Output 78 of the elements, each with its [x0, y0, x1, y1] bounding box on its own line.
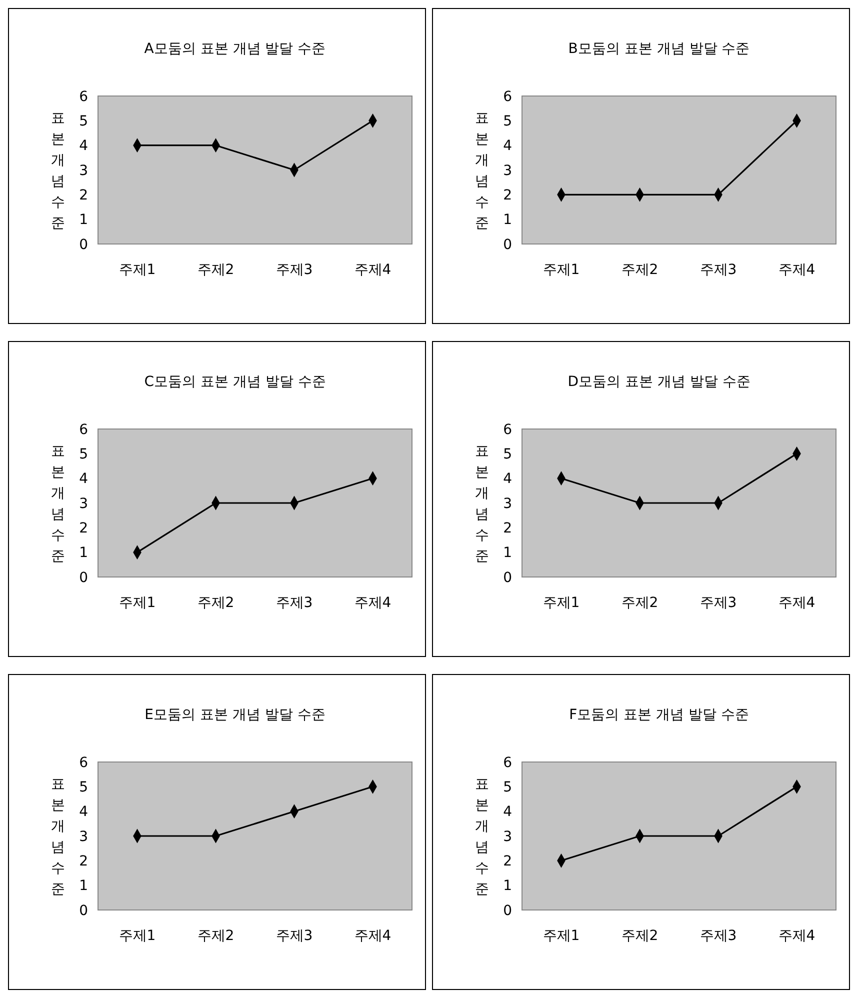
y-tick-label: 5 [503, 780, 512, 796]
y-tick-label: 2 [79, 854, 88, 870]
x-tick-label: 주제1 [542, 595, 580, 611]
y-tick-label: 6 [79, 422, 88, 438]
y-tick-label: 5 [503, 446, 512, 463]
y-axis-title: 표본개념수준 [51, 443, 65, 564]
chart-title: D모둠의 표본 개념 발달 수준 [568, 374, 750, 390]
y-tick-label: 6 [503, 88, 512, 105]
y-tick-label: 6 [503, 422, 512, 438]
x-tick-label: 주제2 [621, 262, 658, 278]
y-tick-label: 0 [79, 570, 88, 586]
y-tick-label: 1 [503, 545, 512, 562]
y-tick-label: 3 [79, 828, 88, 845]
chart-title: F모둠의 표본 개념 발달 수준 [569, 707, 749, 723]
x-tick-label: 주제2 [197, 928, 234, 944]
y-tick-label: 1 [79, 545, 88, 562]
x-tick-label: 주제4 [354, 928, 392, 944]
x-tick-label: 주제2 [621, 928, 658, 944]
y-tick-label: 3 [79, 162, 88, 179]
x-tick-label: 주제4 [778, 262, 816, 278]
y-tick-label: 2 [503, 854, 512, 870]
x-tick-label: 주제2 [197, 262, 234, 278]
y-axis-title: 표본개념수준 [475, 776, 489, 898]
chart-title: A모둠의 표본 개념 발달 수준 [144, 41, 326, 57]
y-axis-title: 표본개념수준 [475, 110, 489, 232]
y-tick-label: 1 [79, 878, 88, 894]
y-tick-label: 1 [503, 212, 512, 228]
x-tick-label: 주제1 [542, 262, 580, 278]
y-tick-label: 4 [79, 471, 88, 488]
y-tick-label: 6 [503, 754, 512, 771]
y-tick-label: 2 [503, 520, 512, 537]
x-tick-label: 주제4 [354, 595, 392, 611]
x-tick-label: 주제4 [778, 595, 816, 611]
y-tick-label: 5 [79, 780, 88, 796]
y-tick-label: 4 [503, 138, 512, 154]
y-tick-label: 3 [503, 828, 512, 845]
x-tick-label: 주제4 [354, 262, 392, 278]
y-axis-title: 표본개념수준 [475, 443, 489, 564]
y-tick-label: 2 [503, 188, 512, 204]
y-tick-label: 4 [503, 471, 512, 488]
x-tick-label: 주제1 [118, 595, 156, 611]
x-tick-label: 주제2 [197, 595, 234, 611]
y-tick-label: 2 [79, 520, 88, 537]
y-tick-label: 3 [503, 496, 512, 512]
y-tick-label: 0 [503, 236, 512, 253]
y-axis-title: 표본개념수준 [51, 776, 65, 898]
y-tick-label: 3 [503, 162, 512, 179]
x-tick-label: 주제3 [700, 595, 737, 611]
y-tick-label: 5 [79, 114, 88, 130]
y-tick-label: 0 [503, 570, 512, 586]
y-tick-label: 2 [79, 188, 88, 204]
y-tick-label: 0 [503, 902, 512, 919]
y-tick-label: 4 [79, 804, 88, 820]
y-tick-label: 6 [79, 88, 88, 105]
y-tick-label: 4 [503, 804, 512, 820]
chart-title: B모둠의 표본 개념 발달 수준 [568, 41, 750, 57]
x-tick-label: 주제3 [700, 928, 737, 944]
chart-title: E모둠의 표본 개념 발달 수준 [144, 707, 326, 723]
y-tick-label: 4 [79, 138, 88, 154]
y-tick-label: 1 [79, 212, 88, 228]
x-tick-label: 주제1 [118, 262, 156, 278]
y-tick-label: 1 [503, 878, 512, 894]
x-tick-label: 주제3 [276, 262, 313, 278]
y-axis-title: 표본개념수준 [51, 110, 65, 232]
y-tick-label: 3 [79, 496, 88, 512]
x-tick-label: 주제2 [621, 595, 658, 611]
x-tick-label: 주제3 [700, 262, 737, 278]
x-tick-label: 주제1 [118, 928, 156, 944]
y-tick-label: 5 [79, 446, 88, 463]
x-tick-label: 주제3 [276, 595, 313, 611]
y-tick-label: 0 [79, 236, 88, 253]
y-tick-label: 0 [79, 902, 88, 919]
x-tick-label: 주제4 [778, 928, 816, 944]
x-tick-label: 주제3 [276, 928, 313, 944]
x-tick-label: 주제1 [542, 928, 580, 944]
y-tick-label: 6 [79, 754, 88, 771]
chart-title: C모둠의 표본 개념 발달 수준 [144, 374, 326, 390]
y-tick-label: 5 [503, 114, 512, 130]
